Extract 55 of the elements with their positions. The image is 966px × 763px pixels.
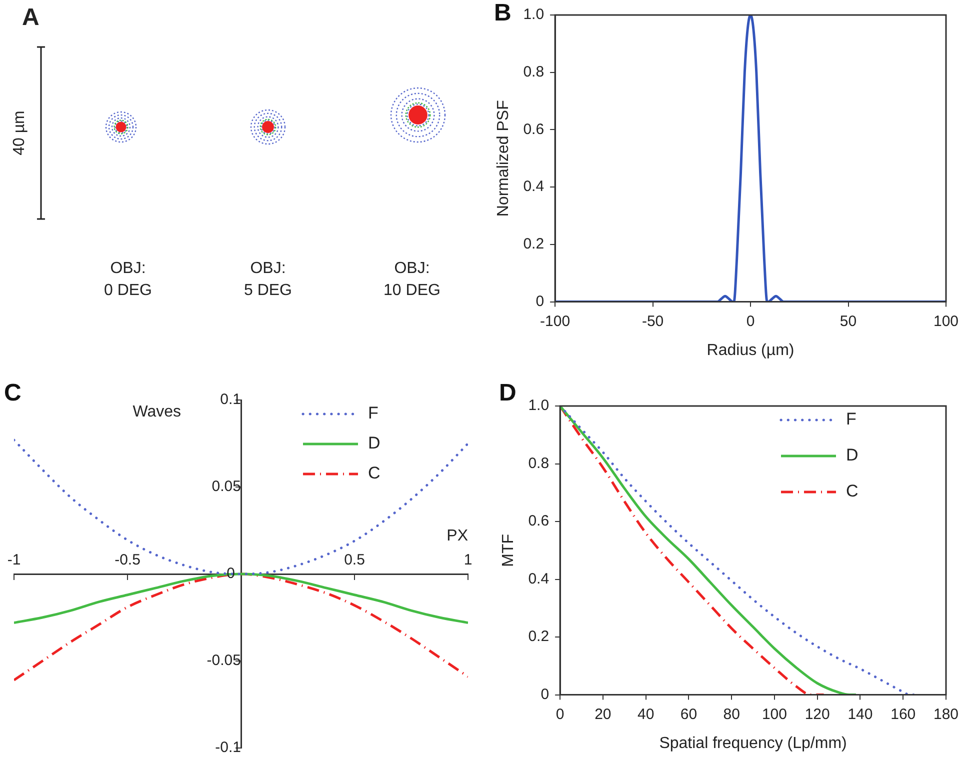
x-tick-label: 60 bbox=[680, 706, 698, 723]
legend-label: D bbox=[368, 434, 380, 453]
y-tick-label: 0 bbox=[536, 292, 544, 310]
chart-title: D bbox=[499, 380, 516, 407]
y-axis-title: MTF bbox=[500, 534, 518, 567]
x-tick-label: 50 bbox=[840, 312, 857, 330]
x-tick-label: 20 bbox=[594, 706, 612, 723]
y-tick-label: 0.8 bbox=[528, 454, 550, 472]
y-tick-label: -0.05 bbox=[206, 652, 241, 670]
x-tick-label: 160 bbox=[890, 706, 916, 723]
x-tick-label: -50 bbox=[642, 312, 664, 330]
y-tick-label: 0.1 bbox=[220, 391, 241, 408]
x-axis-title: Spatial frequency (Lp/mm) bbox=[659, 734, 847, 752]
x-tick-label: 0 bbox=[746, 312, 755, 330]
x-tick-label: 80 bbox=[723, 706, 740, 723]
legend-label: F bbox=[368, 404, 378, 423]
x-tick-label: 40 bbox=[637, 706, 654, 723]
y-tick-label: 0.6 bbox=[523, 120, 544, 138]
x-tick-label: 120 bbox=[804, 706, 830, 723]
text: OBJ: 10 DEG bbox=[382, 259, 442, 301]
y-tick-label: -0.1 bbox=[215, 739, 241, 756]
x-tick-label: 180 bbox=[933, 706, 959, 723]
x-tick-label: 0 bbox=[556, 706, 564, 723]
y-tick-label: 0.05 bbox=[212, 478, 241, 496]
x-tick-label: -100 bbox=[540, 312, 570, 330]
x-tick-label: 1 bbox=[464, 552, 472, 569]
x-axis-title: PX bbox=[446, 527, 468, 544]
x-axis-title: Radius (µm) bbox=[706, 342, 794, 359]
legend-label: D bbox=[846, 446, 858, 465]
y-tick-label: 0.8 bbox=[523, 64, 544, 80]
x-tick-label: 0.5 bbox=[344, 552, 365, 569]
x-tick-label: 100 bbox=[933, 312, 959, 330]
legend-label: C bbox=[368, 464, 380, 483]
y-tick-label: 0.4 bbox=[528, 570, 550, 588]
y-axis-title: Waves bbox=[132, 403, 181, 420]
text: 40 µm bbox=[11, 110, 29, 156]
y-tick-label: 0 bbox=[540, 686, 550, 703]
y-tick-label: 0.4 bbox=[523, 178, 544, 196]
text: OBJ: 5 DEG bbox=[242, 259, 293, 301]
y-tick-label: 0.2 bbox=[528, 628, 550, 646]
x-tick-label: -1 bbox=[7, 552, 21, 569]
y-tick-label: 0.6 bbox=[528, 512, 550, 530]
x-tick-label: 100 bbox=[762, 706, 787, 723]
legend-label: F bbox=[846, 410, 856, 429]
chart-title: C bbox=[4, 380, 22, 407]
y-tick-label: 1.0 bbox=[528, 397, 550, 414]
y-axis-title: Normalized PSF bbox=[495, 100, 512, 217]
y-tick-label: 0.2 bbox=[523, 236, 544, 253]
x-tick-label: 140 bbox=[848, 706, 873, 723]
legend-label: C bbox=[846, 482, 858, 501]
text: OBJ: 0 DEG bbox=[102, 259, 153, 301]
x-tick-label: -0.5 bbox=[114, 552, 140, 569]
y-tick-label: 1.0 bbox=[523, 6, 544, 24]
text: A bbox=[22, 4, 40, 32]
chart-title: B bbox=[494, 0, 512, 27]
